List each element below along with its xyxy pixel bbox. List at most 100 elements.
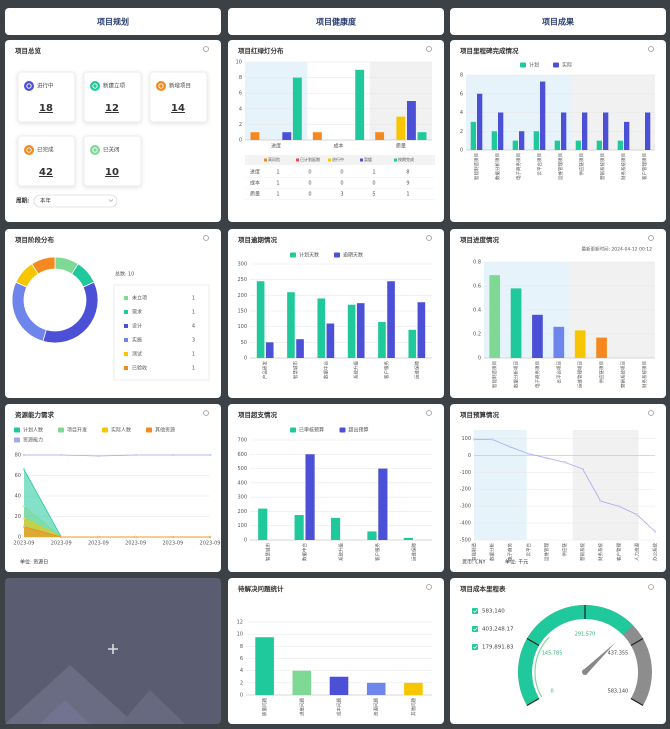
bar [519,131,525,150]
y-tick-label: 200 [237,293,247,299]
bar [574,330,586,358]
y-tick-label: 400 [237,480,247,486]
legend-checkbox[interactable] [472,644,478,650]
panel-title: 项目进度情况 [460,235,500,244]
x-tick-label: 财务系统项目 [641,361,648,388]
legend-swatch [102,427,108,433]
point [171,453,174,457]
x-tick-label: 客户服务 [374,543,381,561]
point [635,513,639,516]
y-tick-label: 300 [237,495,247,501]
stat-label: 已完成 [37,146,54,154]
y-tick-label: -300 [460,504,471,510]
legend-box [113,284,210,381]
x-tick-label: 云平台项目 [536,153,543,176]
x-tick-label: 电子商务项目 [534,361,541,388]
x-tick-label: 系统升级 [353,361,360,379]
stat-card[interactable] [17,71,76,123]
x-tick-label: 智能制造项目 [473,153,480,180]
y-tick-label: 300 [237,262,247,268]
y-tick-label: 10 [236,60,242,66]
panel-title: 项目成本里程表 [460,584,506,593]
x-tick-label: 成本问题 [336,698,343,716]
y-tick-label: 0.6 [473,284,481,290]
x-tick-label: 运维管理 [543,543,550,561]
donut-slice [31,256,56,275]
bar [554,140,560,150]
y-tick-label: 50 [241,340,247,346]
x-tick-label: 进度 [271,143,281,150]
y-tick-label: 100 [461,436,471,442]
bar [258,508,268,540]
bar [387,281,395,358]
table-swatch [394,158,397,162]
bar [477,93,483,150]
y-tick-label: 60 [15,473,21,479]
x-tick-label: 运维保障 [413,361,420,379]
tab[interactable] [450,8,666,35]
stat-icon [90,145,100,155]
stat-card[interactable] [149,71,208,123]
gauge-tick-label: 437,355 [608,651,629,657]
bar [540,81,546,150]
legend-value: 1 [192,366,195,372]
table-swatch [296,158,299,162]
x-tick-label: 智能制造 [471,543,478,561]
point [22,453,26,457]
bar [403,537,413,540]
bar [329,676,349,695]
region-shade [474,430,527,540]
point [22,525,26,528]
bar [512,140,518,150]
y-tick-label: 0.4 [473,308,481,314]
y-tick-label: 0 [244,356,247,362]
period-select[interactable] [33,194,118,208]
y-tick-label: 100 [237,324,247,330]
x-tick-label: 2023-09 [51,541,72,547]
y-tick-label: 700 [237,438,247,444]
y-tick-label: 0 [239,138,242,144]
x-tick-label: 运维管理项目 [557,153,564,180]
legend-label: 设计 [132,323,142,330]
legend-swatch [124,296,128,300]
tab[interactable] [228,8,444,35]
bar [287,292,295,358]
y-tick-label: 0.2 [473,332,481,338]
legend-label: 实际人数 [111,427,131,434]
stat-card[interactable] [83,135,142,187]
x-tick-label: 智慧城市 [265,543,272,561]
y-tick-label: 500 [237,466,247,472]
y-tick-label: 2 [460,129,463,135]
legend-checkbox[interactable] [472,608,478,614]
x-tick-label: 系统升级 [338,543,345,561]
y-tick-label: 10 [237,632,243,638]
legend-checkbox[interactable] [472,626,478,632]
legend-label: 逾期天数 [343,252,363,259]
bar [408,329,417,358]
total-label: 总数: [115,271,127,278]
table-header-cell: 按期完成 [398,156,414,162]
point [599,499,602,503]
y-tick-label: 8 [240,644,243,650]
table-cell: 1 [276,192,279,198]
table-swatch [360,158,363,162]
table-cell: 3 [340,192,343,198]
legend-label: 已审核预算 [299,427,324,434]
x-tick-label: 2023-09 [162,541,183,547]
panel-title: 项目红绿灯分布 [238,46,284,55]
add-icon[interactable] [108,644,118,654]
x-tick-label: 供应链项目 [578,153,585,176]
table-cell: 1 [372,170,375,176]
gauge-hub [582,669,588,675]
stat-icon-inner [92,83,98,89]
point [22,468,26,471]
gauge-tick [630,637,644,647]
bar [491,131,497,150]
legend-value: 403,248.17 [482,627,514,633]
tab[interactable] [5,8,221,35]
stat-card[interactable] [17,135,76,187]
stat-card[interactable] [83,71,142,123]
y-tick-label: -200 [460,487,471,493]
x-tick-label: 营销系统 [579,543,586,561]
